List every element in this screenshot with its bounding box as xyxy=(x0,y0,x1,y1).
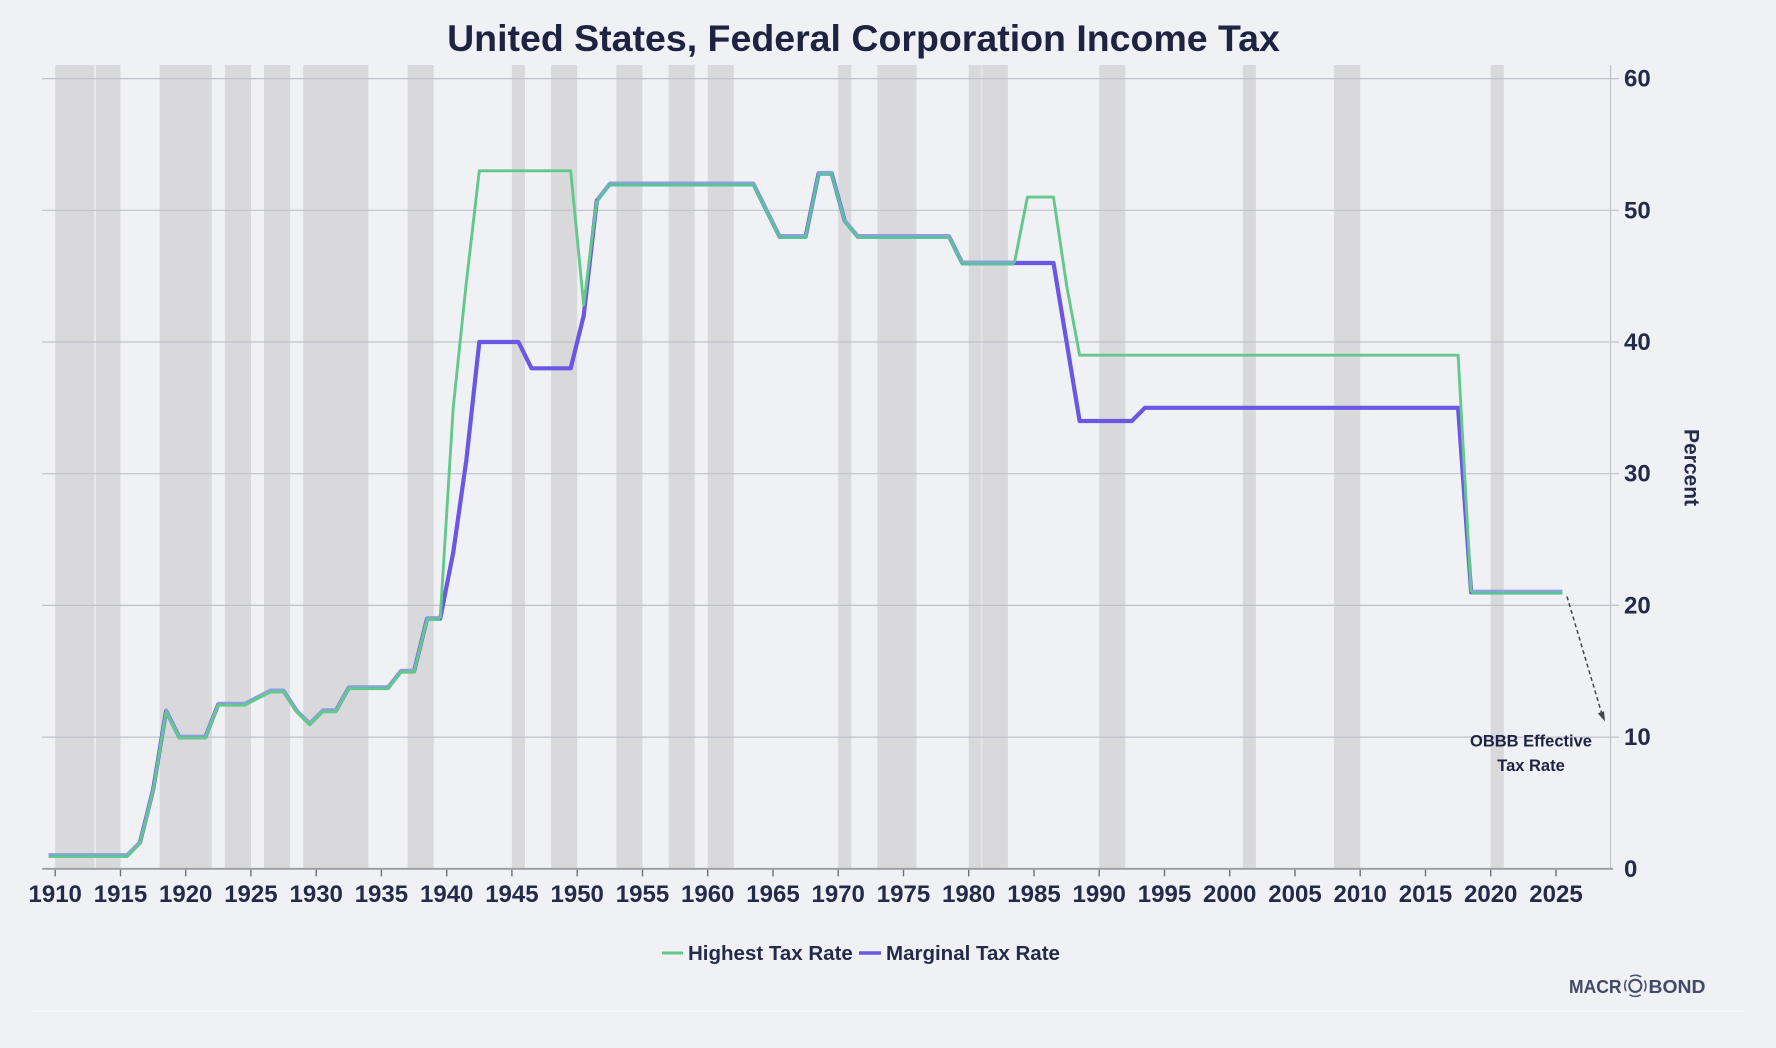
svg-text:2005: 2005 xyxy=(1268,881,1321,908)
svg-text:2020: 2020 xyxy=(1464,881,1517,908)
svg-text:1925: 1925 xyxy=(224,881,277,908)
svg-text:2010: 2010 xyxy=(1334,881,1387,908)
svg-text:1920: 1920 xyxy=(159,881,212,908)
svg-text:Percent: Percent xyxy=(1680,429,1703,506)
svg-text:30: 30 xyxy=(1624,461,1651,488)
svg-text:1940: 1940 xyxy=(420,881,473,908)
svg-text:2015: 2015 xyxy=(1399,881,1452,908)
svg-text:1950: 1950 xyxy=(551,881,604,908)
svg-text:1975: 1975 xyxy=(877,881,930,908)
svg-text:1945: 1945 xyxy=(485,881,538,908)
svg-text:Highest Tax Rate: Highest Tax Rate xyxy=(688,942,853,965)
svg-text:OBBB Effective: OBBB Effective xyxy=(1470,733,1592,751)
svg-text:20: 20 xyxy=(1624,592,1651,619)
svg-text:1930: 1930 xyxy=(290,881,343,908)
svg-text:60: 60 xyxy=(1624,66,1651,93)
svg-text:1980: 1980 xyxy=(942,881,995,908)
svg-text:2000: 2000 xyxy=(1203,881,1256,908)
svg-text:1960: 1960 xyxy=(681,881,734,908)
svg-text:1910: 1910 xyxy=(29,881,82,908)
svg-text:2025: 2025 xyxy=(1529,881,1582,908)
svg-text:1970: 1970 xyxy=(812,881,865,908)
svg-text:United States, Federal Corpora: United States, Federal Corporation Incom… xyxy=(447,17,1280,59)
svg-text:1965: 1965 xyxy=(746,881,799,908)
svg-text:BOND: BOND xyxy=(1649,976,1706,997)
svg-text:MACR: MACR xyxy=(1569,976,1622,997)
svg-text:10: 10 xyxy=(1624,724,1651,751)
svg-text:1985: 1985 xyxy=(1007,881,1060,908)
svg-text:1990: 1990 xyxy=(1073,881,1126,908)
svg-text:1995: 1995 xyxy=(1138,881,1191,908)
svg-text:40: 40 xyxy=(1624,329,1651,356)
svg-text:1915: 1915 xyxy=(94,881,147,908)
svg-text:50: 50 xyxy=(1624,197,1651,224)
svg-text:1935: 1935 xyxy=(355,881,408,908)
svg-text:1955: 1955 xyxy=(616,881,669,908)
svg-text:Tax Rate: Tax Rate xyxy=(1497,757,1565,775)
svg-text:0: 0 xyxy=(1624,856,1637,883)
svg-text:Marginal Tax Rate: Marginal Tax Rate xyxy=(886,942,1060,965)
